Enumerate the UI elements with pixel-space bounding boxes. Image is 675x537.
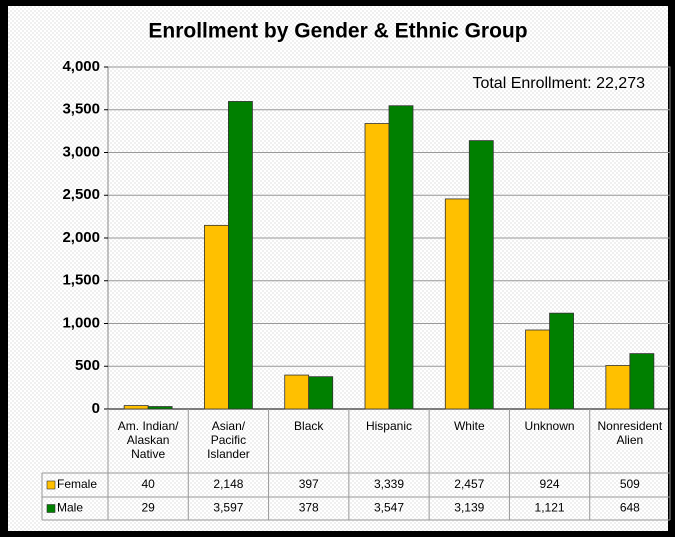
x-tick-label: Am. Indian/ Alaskan Native [117,419,179,461]
x-tick-label: Nonresident Alien [597,419,663,447]
bar [364,123,390,410]
bar [308,376,334,410]
table-value: 40 [141,477,155,491]
x-tick-label: White [453,419,485,433]
y-tick-label: 2,000 [62,229,100,246]
table-value: 509 [620,477,640,491]
bar [629,353,655,410]
y-tick-label: 2,500 [62,186,100,203]
table-value: 3,547 [374,501,404,515]
background [8,6,668,531]
y-tick-label: 1,000 [62,314,100,331]
table-value: 1,121 [535,501,565,515]
table-value: 648 [620,501,640,515]
bar [123,405,149,410]
x-tick-label: Unknown [524,419,575,433]
legend-swatch [46,504,56,513]
bar [605,365,631,410]
bar [525,329,550,410]
table-value: 378 [299,501,319,515]
annotation: Total Enrollment: 22,273 [472,75,645,92]
legend-swatch [46,480,56,490]
bar [388,105,414,410]
table-value: 924 [540,477,560,491]
bar [204,224,229,410]
legend-label: Female [57,477,97,491]
table-value: 29 [141,501,155,515]
y-tick-label: 3,000 [62,143,100,160]
x-tick-label: Asian/ Pacific Islander [207,419,250,461]
y-tick-label: 3,500 [62,101,100,118]
table-value: 397 [299,477,319,491]
x-tick-label: Black [294,419,324,433]
table-value: 3,339 [374,477,404,491]
bar [147,406,173,410]
y-tick-label: 0 [92,400,100,417]
x-tick-label: Hispanic [365,419,412,433]
y-tick-label: 500 [75,357,100,374]
table-value: 2,457 [454,477,484,491]
bar [228,101,253,410]
y-tick-label: 4,000 [62,58,100,75]
table-value: 3,597 [213,501,243,515]
table-value: 2,148 [213,477,243,491]
chart-title: Enrollment by Gender & Ethnic Group [148,20,527,43]
y-tick-label: 1,500 [62,272,100,289]
bar [549,312,574,410]
legend-label: Male [57,501,83,515]
bar [444,198,470,410]
bar [284,374,310,410]
table-value: 3,139 [454,501,484,515]
bar [468,140,494,410]
